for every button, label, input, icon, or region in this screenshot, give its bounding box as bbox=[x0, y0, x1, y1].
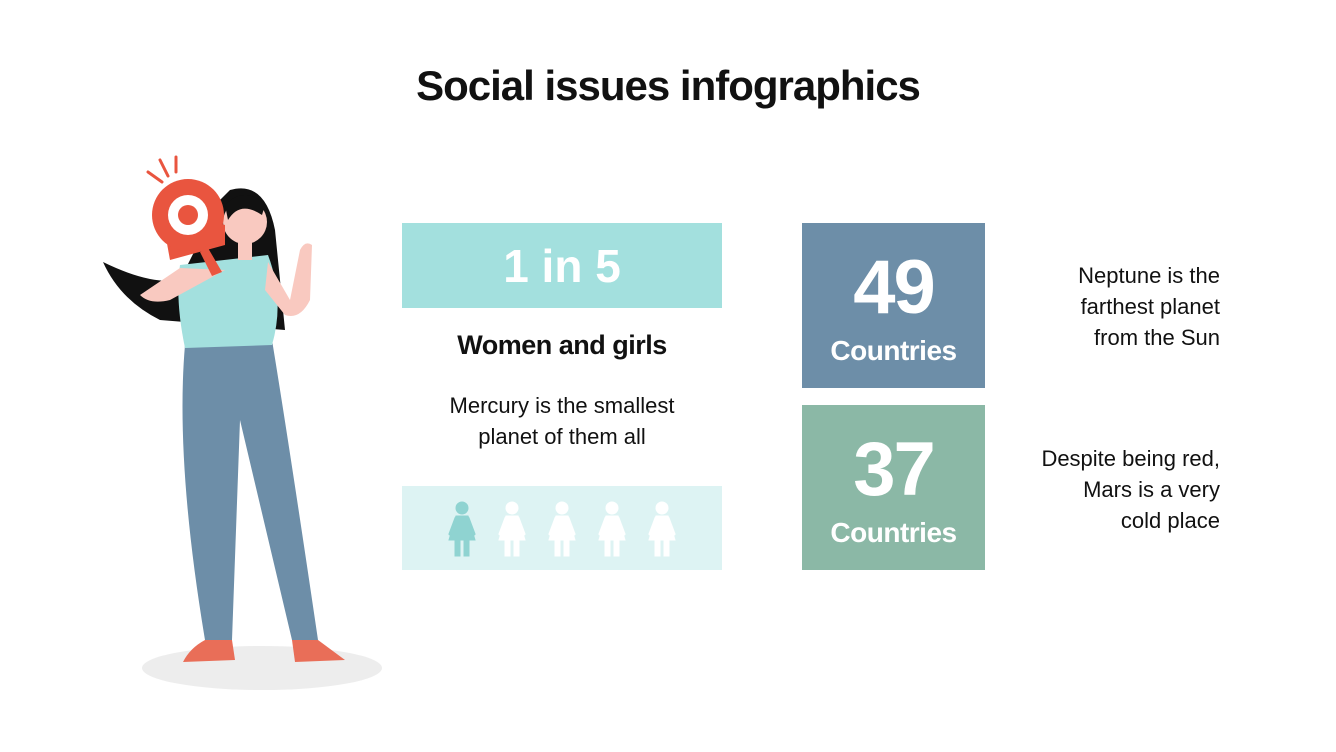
people-icons bbox=[402, 486, 722, 570]
illustration bbox=[103, 155, 382, 690]
description-line: Despite being red, bbox=[1041, 446, 1220, 471]
description-line: Mercury is the smallest bbox=[449, 393, 675, 418]
stat-label: Countries bbox=[830, 335, 957, 366]
description-line: cold place bbox=[1120, 508, 1220, 533]
stat-box: 37 Countries bbox=[802, 405, 985, 570]
highlight-heading: Women and girls bbox=[457, 330, 667, 360]
stat-text: 1 in 5 bbox=[503, 239, 621, 292]
stat-number: 49 bbox=[853, 245, 936, 330]
stat-box: 49 Countries bbox=[802, 223, 985, 388]
highlight-stat: 1 in 5 bbox=[402, 223, 722, 308]
description-line: from the Sun bbox=[1094, 325, 1220, 350]
stat-label: Countries bbox=[830, 517, 957, 548]
icons bbox=[447, 500, 677, 558]
stat-number: 37 bbox=[853, 427, 936, 512]
title: Social issues infographics bbox=[416, 62, 921, 109]
description-line: Mars is a very bbox=[1083, 477, 1220, 502]
description-line: farthest planet bbox=[1080, 294, 1220, 319]
description-line: Neptune is the bbox=[1078, 263, 1220, 288]
description-line: planet of them all bbox=[478, 424, 646, 449]
